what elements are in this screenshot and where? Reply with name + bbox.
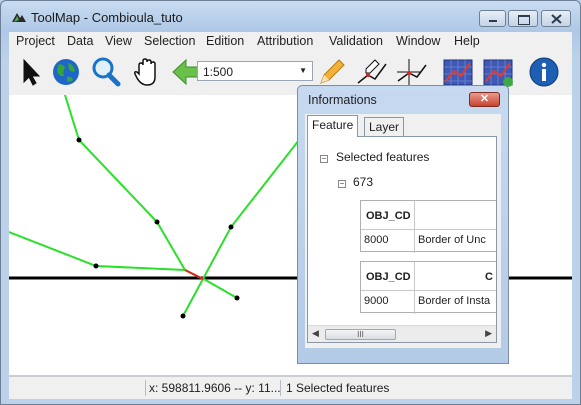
dialog-close-button[interactable]: ✕ bbox=[469, 92, 500, 107]
map-vertex bbox=[76, 137, 82, 143]
table-divider bbox=[414, 262, 415, 314]
tab-feature[interactable]: Feature bbox=[307, 115, 359, 137]
scroll-left-icon[interactable]: ◀ bbox=[312, 328, 319, 338]
scroll-thumb[interactable]: III bbox=[325, 329, 396, 340]
close-icon: ✕ bbox=[479, 93, 490, 105]
modify-vertex-icon[interactable] bbox=[395, 55, 429, 89]
map-vertex bbox=[180, 313, 186, 319]
information-icon[interactable] bbox=[527, 55, 561, 89]
edit-pencil-icon[interactable] bbox=[315, 55, 349, 89]
table-header: OBJ_CD bbox=[366, 210, 411, 222]
window-title: ToolMap - Combioula_tuto bbox=[31, 10, 183, 25]
table-divider bbox=[361, 290, 496, 291]
menu-view[interactable]: View bbox=[105, 34, 132, 48]
menu-selection[interactable]: Selection bbox=[144, 34, 196, 48]
zoom-magnifier-icon[interactable] bbox=[89, 55, 123, 89]
map-line-green bbox=[201, 277, 238, 299]
collapse-icon[interactable]: − bbox=[338, 179, 346, 188]
status-coordinates: x: 598811.9606 -- y: 11... bbox=[149, 381, 281, 395]
status-separator bbox=[280, 380, 281, 396]
table-cell: Border of Insta bbox=[418, 295, 491, 307]
menu-data[interactable]: Data bbox=[67, 34, 94, 48]
menu-validation[interactable]: Validation bbox=[329, 34, 383, 48]
map-vertex bbox=[93, 263, 99, 269]
title-bar: ToolMap - Combioula_tuto bbox=[1, 1, 580, 33]
tree-feature-id[interactable]: 673 bbox=[353, 175, 374, 189]
close-button[interactable] bbox=[541, 10, 571, 27]
table-cell: 9000 bbox=[364, 295, 389, 307]
globe-icon[interactable] bbox=[49, 55, 83, 89]
dialog-body: Feature Layer − Selected features − 673 … bbox=[305, 114, 501, 348]
table-header: OBJ_CD bbox=[366, 271, 411, 283]
menu-attribution[interactable]: Attribution bbox=[257, 34, 314, 48]
maximize-button[interactable] bbox=[508, 10, 538, 27]
feature-panel: − Selected features − 673 OBJ_CD 8000 Bo… bbox=[307, 136, 497, 343]
table-cell: 8000 bbox=[364, 234, 389, 246]
menu-help[interactable]: Help bbox=[454, 34, 480, 48]
map-selected-segment bbox=[184, 269, 204, 280]
menu-project[interactable]: Project bbox=[16, 34, 55, 48]
draw-vertex-icon[interactable] bbox=[355, 55, 389, 89]
table-header: C bbox=[485, 271, 493, 283]
map-vertex bbox=[228, 224, 234, 230]
table-divider bbox=[361, 229, 496, 230]
status-selection: 1 Selected features bbox=[286, 381, 390, 395]
select-arrow-icon[interactable] bbox=[14, 55, 48, 89]
tree-root-label[interactable]: Selected features bbox=[336, 150, 430, 164]
maximize-icon bbox=[518, 15, 530, 25]
minimize-icon bbox=[489, 20, 497, 22]
scale-dropdown[interactable]: 1:500 ▼ bbox=[197, 61, 313, 81]
attribute-table: OBJ_CD 8000 Border of Unc bbox=[360, 200, 496, 253]
attribution-chart-icon[interactable] bbox=[441, 55, 475, 89]
collapse-icon[interactable]: − bbox=[320, 154, 328, 163]
informations-dialog: Informations ✕ Feature Layer − Selected … bbox=[297, 85, 509, 364]
map-line-green bbox=[182, 139, 300, 317]
pan-hand-icon[interactable] bbox=[130, 55, 164, 89]
scale-value: 1:500 bbox=[203, 65, 234, 79]
scroll-right-icon[interactable]: ▶ bbox=[485, 328, 492, 338]
tab-layer[interactable]: Layer bbox=[364, 117, 405, 137]
menu-window[interactable]: Window bbox=[396, 34, 441, 48]
status-separator bbox=[145, 380, 146, 396]
table-cell: Border of Unc bbox=[418, 234, 486, 246]
close-icon bbox=[551, 14, 562, 24]
table-divider bbox=[414, 201, 415, 253]
map-line-green bbox=[64, 95, 204, 280]
minimize-button[interactable] bbox=[479, 10, 506, 27]
map-vertex bbox=[234, 295, 240, 301]
dialog-title: Informations bbox=[308, 93, 377, 107]
chevron-down-icon: ▼ bbox=[299, 66, 307, 75]
toolmap-icon bbox=[12, 13, 26, 22]
attribute-table: OBJ_CD C 9000 Border of Insta bbox=[360, 261, 496, 314]
menu-edition[interactable]: Edition bbox=[206, 34, 245, 48]
menu-bar: Project Data View Selection Edition Attr… bbox=[9, 32, 572, 52]
add-chart-icon[interactable] bbox=[481, 55, 515, 89]
horizontal-scrollbar[interactable]: ◀ III ▶ bbox=[308, 325, 496, 342]
status-bar: x: 598811.9606 -- y: 11... 1 Selected fe… bbox=[9, 376, 572, 399]
map-vertex bbox=[154, 219, 160, 225]
